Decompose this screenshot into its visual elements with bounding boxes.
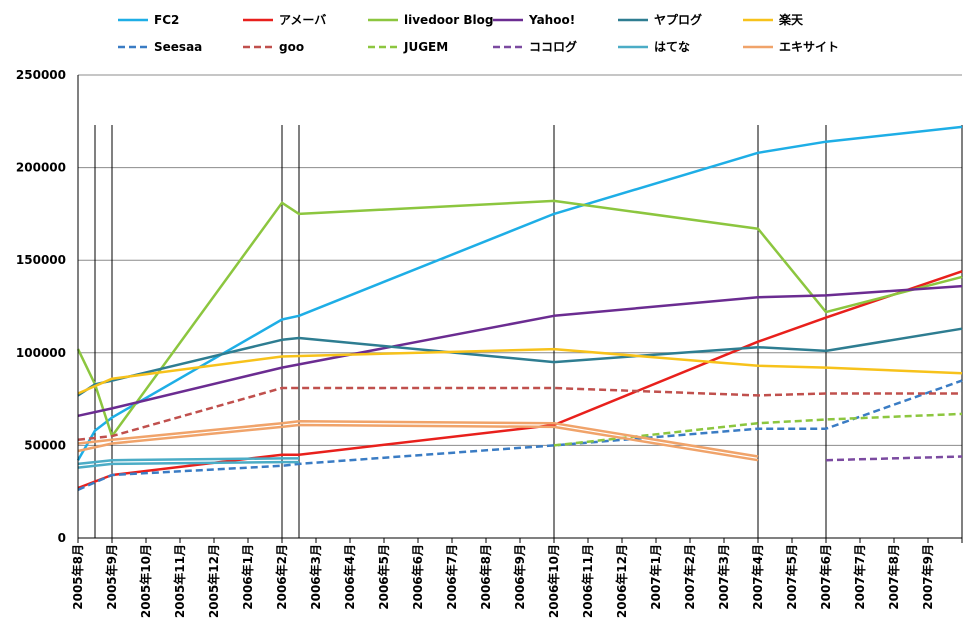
y-tick-label: 100000: [16, 346, 66, 360]
legend-item: 楽天: [743, 12, 804, 27]
legend-label: livedoor Blog: [404, 13, 493, 27]
x-tick-label: 2006年2月: [274, 544, 289, 610]
legend-label: goo: [279, 40, 304, 54]
x-tick-label: 2007年3月: [716, 544, 731, 610]
legend-label: はてな: [654, 40, 690, 54]
x-tick-label: 2005年9月: [104, 544, 119, 610]
y-tick-label: 250000: [16, 68, 66, 82]
x-tick-label: 2007年1月: [648, 544, 663, 610]
x-tick-label: 2006年10月: [546, 544, 561, 618]
gridlines: [78, 74, 962, 446]
legend-item: goo: [243, 40, 304, 54]
legend: FC2 アメーバ livedoor Blog Yahoo! ヤプログ 楽天 Seesaa go…: [118, 12, 839, 54]
x-tick-label: 2007年6月: [818, 544, 833, 610]
x-tick-label: 2006年12月: [614, 544, 629, 618]
x-tick-label: 2005年12月: [206, 544, 221, 618]
legend-label: FC2: [154, 13, 179, 27]
x-tick-label: 2006年3月: [308, 544, 323, 610]
x-axis-ticks: 2005年8月 2005年9月 2005年10月 2005年11月 2005年12月 20…: [70, 538, 963, 618]
legend-label: ヤプログ: [654, 12, 702, 27]
legend-label: アメーバ: [279, 13, 326, 27]
legend-item: エキサイト: [743, 40, 839, 54]
x-tick-label: 2007年2月: [682, 544, 697, 610]
series-line: [76, 125, 963, 461]
legend-label: Seesaa: [154, 40, 202, 54]
legend-item: アメーバ: [243, 13, 326, 27]
legend-item: ココログ: [493, 39, 577, 54]
legend-item: Seesaa: [118, 40, 202, 54]
x-tick-label: 2007年8月: [886, 544, 901, 610]
legend-label: JUGEM: [403, 40, 448, 54]
legend-item: JUGEM: [368, 40, 448, 54]
x-tick-label: 2005年8月: [70, 544, 85, 610]
series-line: [553, 412, 963, 447]
y-axis-ticks: 0 50000 100000 150000 200000 250000: [16, 68, 66, 545]
series-line: [77, 379, 963, 491]
series-line: [77, 457, 299, 466]
x-tick-label: 2005年11月: [172, 544, 187, 618]
x-tick-label: 2007年4月: [750, 544, 765, 610]
x-tick-label: 2006年5月: [376, 544, 391, 610]
x-tick-label: 2006年1月: [240, 544, 255, 610]
x-tick-label: 2006年8月: [478, 544, 493, 610]
x-tick-label: 2005年10月: [138, 544, 153, 618]
x-tick-label: 2006年4月: [342, 544, 357, 610]
series-line: [76, 199, 963, 438]
x-tick-label: 2006年6月: [410, 544, 425, 610]
legend-label: エキサイト: [779, 40, 839, 54]
x-tick-label: 2006年9月: [512, 544, 527, 610]
series-line: [825, 455, 963, 462]
legend-item: はてな: [618, 40, 690, 54]
legend-item: livedoor Blog: [368, 13, 493, 27]
x-tick-label: 2006年11月: [580, 544, 595, 618]
series-line: [77, 423, 759, 462]
series-line: [77, 347, 963, 395]
series-line: [77, 386, 962, 442]
series-line: [77, 270, 963, 490]
x-tick-label: 2007年5月: [784, 544, 799, 610]
y-tick-label: 200000: [16, 161, 66, 175]
legend-label: Yahoo!: [528, 13, 575, 27]
legend-item: FC2: [118, 13, 179, 27]
y-tick-label: 150000: [16, 253, 66, 267]
y-tick-label: 50000: [24, 438, 66, 452]
x-tick-label: 2006年7月: [444, 544, 459, 610]
series-line: [77, 284, 963, 418]
y-tick-label: 0: [58, 531, 66, 545]
legend-item: ヤプログ: [618, 12, 702, 27]
x-tick-label: 2007年9月: [920, 544, 935, 610]
series-line: [77, 460, 299, 469]
vertical-markers: [77, 125, 963, 538]
x-tick-label: 2007年7月: [852, 544, 867, 610]
series-line: [77, 420, 759, 458]
legend-label: ココログ: [529, 39, 577, 54]
legend-label: 楽天: [779, 12, 804, 27]
legend-item: Yahoo!: [493, 13, 575, 27]
series-lines: [76, 125, 963, 491]
